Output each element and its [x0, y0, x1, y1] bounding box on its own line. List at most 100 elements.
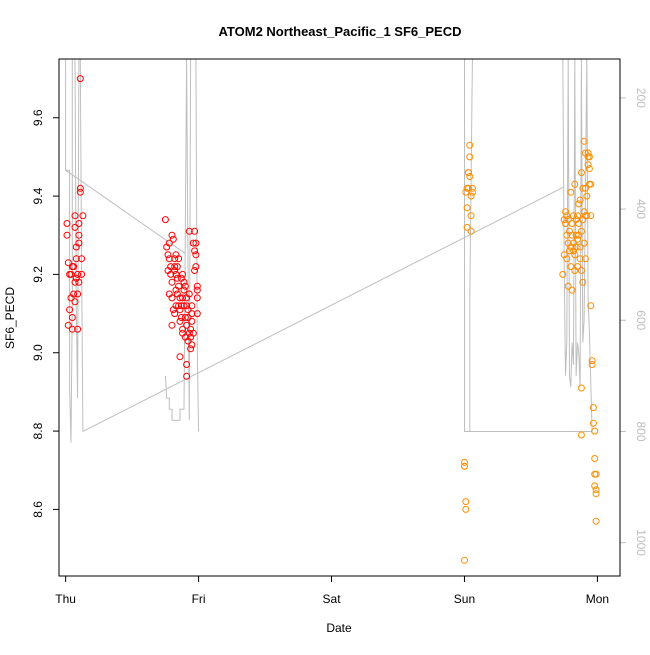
y-tick-label: 8.6: [31, 501, 45, 518]
data-point: [465, 169, 472, 177]
data-point: [584, 149, 592, 157]
data-point: [184, 314, 192, 321]
data-point: [173, 274, 181, 282]
data-point: [575, 220, 583, 227]
data-point: [468, 188, 476, 196]
data-point: [463, 223, 471, 231]
data-point: [70, 263, 78, 271]
data-point: [192, 251, 200, 259]
data-point: [579, 278, 587, 286]
data-point: [592, 486, 600, 494]
data-point: [68, 314, 76, 321]
data-point: [188, 302, 196, 310]
data-point: [185, 227, 193, 235]
data-point: [78, 255, 86, 263]
x-tick-label: Mon: [586, 592, 609, 606]
y2-tick-label: 400: [634, 199, 648, 219]
data-point: [183, 372, 191, 380]
data-point: [180, 302, 188, 310]
x-tick-label: Fri: [192, 592, 206, 606]
data-point: [592, 517, 600, 525]
data-point: [189, 329, 197, 337]
data-point: [183, 302, 191, 310]
data-point: [587, 180, 595, 188]
data-point: [193, 294, 201, 302]
data-point: [74, 270, 82, 278]
x-tick-label: Sat: [323, 592, 342, 606]
data-point: [564, 216, 572, 224]
data-point: [591, 482, 599, 490]
data-point: [462, 505, 470, 513]
data-point: [577, 227, 585, 235]
data-point: [468, 184, 476, 192]
data-point: [171, 310, 179, 318]
data-point: [176, 353, 184, 361]
data-point: [563, 212, 571, 220]
y2-tick-label: 600: [634, 310, 648, 330]
data-point: [165, 255, 173, 263]
data-point: [568, 220, 576, 227]
data-point: [188, 341, 196, 349]
data-point: [559, 270, 567, 278]
data-point: [568, 286, 576, 294]
data-point: [461, 462, 468, 470]
data-point: [168, 278, 176, 286]
data-point: [171, 255, 179, 263]
data-point: [467, 192, 475, 200]
data-point: [75, 220, 83, 227]
data-point: [589, 419, 597, 427]
y-tick-label: 9.0: [31, 344, 45, 361]
data-point: [588, 357, 596, 365]
y-tick-label: 8.8: [31, 422, 45, 439]
y-tick-label: 9.6: [31, 109, 45, 126]
data-point: [576, 243, 584, 251]
data-point: [189, 239, 197, 247]
data-point: [577, 169, 585, 177]
data-point: [192, 263, 200, 271]
data-point: [172, 302, 180, 310]
data-point: [191, 267, 199, 274]
data-point: [193, 286, 201, 294]
data-point: [591, 427, 599, 435]
data-point: [583, 212, 591, 220]
data-point: [175, 302, 183, 310]
data-point: [591, 455, 599, 462]
data-point: [184, 306, 192, 314]
y-tick-label: 9.4: [31, 187, 45, 204]
data-point: [461, 556, 468, 564]
data-point: [78, 270, 86, 278]
data-point: [161, 216, 169, 224]
data-point: [64, 321, 72, 329]
data-point: [76, 184, 84, 192]
data-point: [465, 184, 472, 192]
data-point: [75, 239, 83, 247]
data-point: [167, 270, 175, 278]
data-point: [70, 290, 78, 298]
data-point: [577, 267, 585, 274]
data-point: [175, 255, 183, 263]
data-point: [71, 223, 79, 231]
data-point: [165, 239, 173, 247]
data-point: [587, 212, 595, 220]
data-point: [584, 161, 592, 169]
data-point: [581, 184, 589, 192]
data-point: [462, 498, 470, 506]
x-tick-label: Thu: [55, 592, 76, 606]
data-point: [173, 263, 181, 271]
data-point: [172, 270, 180, 278]
data-point: [177, 302, 185, 310]
data-point: [75, 231, 83, 239]
data-point: [466, 141, 474, 149]
data-point: [587, 302, 595, 310]
data-point: [180, 278, 188, 286]
data-point: [167, 263, 175, 271]
data-point: [461, 458, 468, 466]
connector-line: [82, 186, 565, 432]
data-point: [574, 263, 581, 271]
data-point: [175, 282, 183, 290]
data-point: [71, 278, 79, 286]
data-point: [188, 310, 196, 318]
data-point: [466, 153, 474, 161]
data-point: [183, 321, 191, 329]
